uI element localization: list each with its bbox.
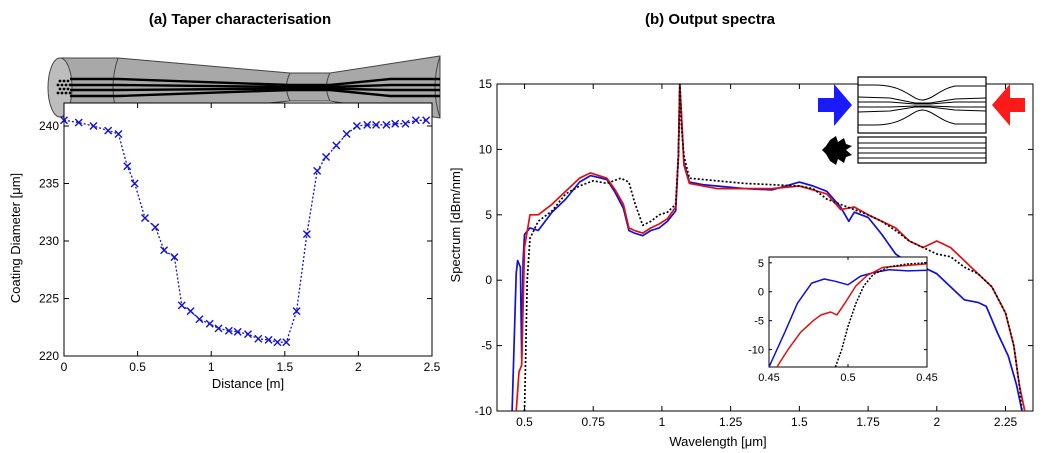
data-point-marker	[401, 119, 410, 128]
data-point-marker	[233, 327, 242, 336]
data-point-marker	[382, 120, 391, 129]
y-tick-label: 220	[39, 349, 59, 363]
y-tick-label: 240	[39, 119, 59, 133]
panel-b-plot: 0.5 0.75 1 1.25 1.5 1.75 2 2.25 -10 -5 0 5 10 15	[475, 77, 1034, 429]
data-point-marker	[282, 338, 291, 347]
x-tick-label: 2.25	[994, 415, 1018, 429]
x-tick-label: 1.25	[719, 415, 743, 429]
plot-frame	[768, 256, 928, 368]
series-line-black	[523, 84, 1023, 411]
y-tick-label: -10	[475, 404, 493, 418]
data-point-marker	[411, 116, 420, 125]
y-tick-label: 10	[479, 142, 493, 156]
red-arrow-icon	[992, 84, 1025, 126]
data-point-marker	[313, 166, 322, 175]
data-point-marker	[104, 126, 113, 135]
series-line-red	[776, 263, 927, 367]
data-point-marker	[151, 223, 160, 232]
data-point-marker	[254, 334, 263, 343]
panel-b-inset: 0.45 0.5 0.45 5 0 -5 -10	[748, 256, 938, 384]
data-point-marker	[352, 122, 361, 130]
y-tick-label: 0	[485, 273, 492, 287]
x-tick-label: 0.5	[840, 372, 855, 384]
x-tick-label: 1.75	[856, 415, 880, 429]
data-point-marker	[123, 162, 132, 171]
data-point-marker	[214, 324, 223, 333]
x-tick-label: 2.5	[424, 360, 441, 374]
data-point-marker	[205, 319, 214, 328]
y-tick-label: -5	[754, 316, 764, 328]
series-line-black	[834, 262, 927, 367]
y-tick-label: 15	[479, 77, 493, 91]
data-point-marker	[322, 153, 331, 162]
x-tick-label: 1	[208, 360, 215, 374]
x-tick-label: 0	[61, 360, 68, 374]
data-point-marker	[292, 307, 301, 316]
data-point-marker	[89, 122, 98, 130]
x-tick-label: 0.45	[916, 372, 937, 384]
panel-a-plot: 0 0.5 1 1.5 2 2.5 220 225 230 235 240	[39, 102, 441, 374]
data-point-marker	[273, 338, 282, 347]
y-tick-label: 225	[39, 292, 59, 306]
x-tick-label: 1	[659, 415, 666, 429]
x-tick-label: 1.5	[791, 415, 808, 429]
data-point-marker	[140, 214, 149, 222]
panel-b-ylabel: Spectrum [dBm/nm]	[448, 168, 463, 283]
panel-b-xlabel: Wavelength [μm]	[669, 434, 766, 449]
configuration-schematic	[818, 76, 1025, 165]
x-tick-label: 2	[355, 360, 362, 374]
y-tick-label: 5	[485, 208, 492, 222]
series-line-red	[515, 84, 1026, 411]
data-point-marker	[391, 119, 400, 128]
x-tick-label: 2	[933, 415, 940, 429]
data-point-marker	[160, 246, 169, 255]
data-point-marker	[177, 301, 186, 310]
x-tick-label: 1.5	[276, 360, 293, 374]
panel-a-ylabel: Coating Diameter [μm]	[8, 173, 23, 303]
panel-a-title: (a) Taper characterisation	[149, 11, 331, 28]
x-tick-label: 0.5	[516, 415, 533, 429]
data-point-marker	[60, 116, 68, 125]
y-tick-label: 5	[758, 258, 764, 270]
data-point-marker	[114, 130, 123, 139]
data-point-marker	[170, 253, 179, 262]
panel-b-title: (b) Output spectra	[645, 11, 776, 28]
panel-a-xlabel: Distance [m]	[212, 376, 284, 391]
data-point-marker	[130, 179, 139, 188]
series-line-blue	[769, 268, 927, 367]
data-point-marker	[244, 330, 252, 339]
data-point-marker	[363, 120, 372, 129]
x-tick-label: 0.45	[758, 372, 779, 384]
y-tick-label: 230	[39, 234, 59, 248]
data-point-marker	[372, 120, 381, 129]
y-tick-label: -5	[481, 339, 492, 353]
x-tick-label: 0.5	[129, 360, 146, 374]
y-tick-label: 235	[39, 177, 59, 191]
data-point-marker	[422, 116, 431, 125]
plot-frame	[63, 102, 433, 357]
data-point-marker	[332, 141, 341, 150]
data-point-marker	[224, 326, 233, 335]
data-point-marker	[302, 230, 311, 239]
data-point-marker	[195, 315, 204, 324]
data-point-marker	[264, 335, 273, 344]
y-tick-label: -10	[748, 345, 764, 357]
data-point-marker	[186, 307, 195, 316]
x-tick-label: 0.75	[582, 415, 606, 429]
y-tick-label: 0	[758, 287, 764, 299]
black-burst-icon	[822, 136, 852, 165]
data-point-marker	[74, 118, 83, 127]
data-point-marker	[342, 130, 351, 139]
blue-arrow-icon	[818, 84, 852, 126]
